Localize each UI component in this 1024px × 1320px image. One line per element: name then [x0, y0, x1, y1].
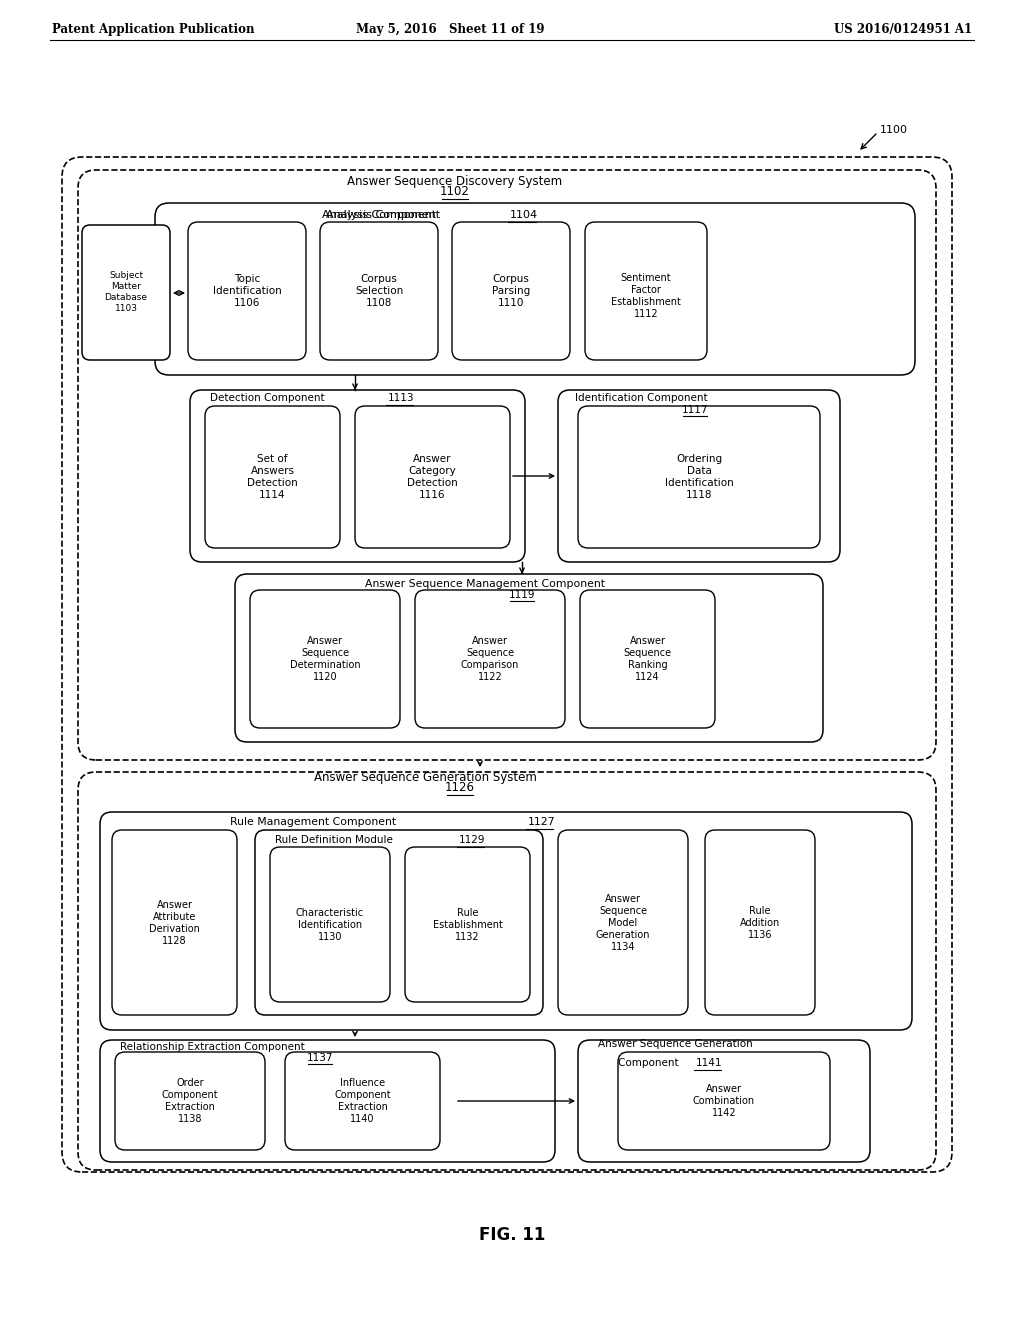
- Text: Answer
Category
Detection
1116: Answer Category Detection 1116: [408, 454, 458, 500]
- Text: 1104: 1104: [510, 210, 539, 220]
- Text: 1113: 1113: [388, 393, 415, 403]
- FancyBboxPatch shape: [234, 574, 823, 742]
- FancyBboxPatch shape: [406, 847, 530, 1002]
- Text: Answer Sequence Management Component: Answer Sequence Management Component: [365, 579, 605, 589]
- Text: US 2016/0124951 A1: US 2016/0124951 A1: [834, 22, 972, 36]
- FancyBboxPatch shape: [705, 830, 815, 1015]
- Text: Rule Management Component: Rule Management Component: [230, 817, 399, 828]
- Text: Sentiment
Factor
Establishment
1112: Sentiment Factor Establishment 1112: [611, 273, 681, 319]
- FancyBboxPatch shape: [82, 224, 170, 360]
- Text: Rule Definition Module: Rule Definition Module: [275, 836, 396, 845]
- FancyBboxPatch shape: [618, 1052, 830, 1150]
- FancyBboxPatch shape: [319, 222, 438, 360]
- FancyBboxPatch shape: [558, 830, 688, 1015]
- Text: 1137: 1137: [307, 1053, 333, 1063]
- Text: Patent Application Publication: Patent Application Publication: [52, 22, 255, 36]
- FancyBboxPatch shape: [112, 830, 237, 1015]
- FancyBboxPatch shape: [190, 389, 525, 562]
- FancyBboxPatch shape: [355, 407, 510, 548]
- Text: Characteristic
Identification
1130: Characteristic Identification 1130: [296, 908, 365, 941]
- FancyBboxPatch shape: [285, 1052, 440, 1150]
- Text: Analysis Component: Analysis Component: [327, 210, 443, 220]
- Text: Rule
Addition
1136: Rule Addition 1136: [740, 906, 780, 940]
- Text: 1129: 1129: [459, 836, 485, 845]
- Text: Influence
Component
Extraction
1140: Influence Component Extraction 1140: [334, 1078, 391, 1125]
- Text: Corpus
Parsing
1110: Corpus Parsing 1110: [492, 275, 530, 308]
- FancyBboxPatch shape: [415, 590, 565, 729]
- FancyBboxPatch shape: [580, 590, 715, 729]
- Text: Answer
Attribute
Derivation
1128: Answer Attribute Derivation 1128: [150, 899, 200, 945]
- FancyBboxPatch shape: [188, 222, 306, 360]
- FancyBboxPatch shape: [78, 170, 936, 760]
- FancyBboxPatch shape: [62, 157, 952, 1172]
- Text: 1126: 1126: [445, 781, 475, 795]
- Text: Answer Sequence Generation System: Answer Sequence Generation System: [313, 771, 537, 784]
- Text: Order
Component
Extraction
1138: Order Component Extraction 1138: [162, 1078, 218, 1125]
- Text: Component: Component: [618, 1059, 682, 1068]
- Text: 1141: 1141: [696, 1059, 723, 1068]
- Text: Rule
Establishment
1132: Rule Establishment 1132: [432, 908, 503, 941]
- FancyBboxPatch shape: [78, 772, 936, 1170]
- Text: Subject
Matter
Database
1103: Subject Matter Database 1103: [104, 272, 147, 313]
- FancyBboxPatch shape: [578, 1040, 870, 1162]
- Text: 1100: 1100: [880, 125, 908, 135]
- Text: Answer
Sequence
Model
Generation
1134: Answer Sequence Model Generation 1134: [596, 894, 650, 952]
- FancyBboxPatch shape: [452, 222, 570, 360]
- Text: 1102: 1102: [440, 185, 470, 198]
- FancyBboxPatch shape: [255, 830, 543, 1015]
- Text: Answer
Combination
1142: Answer Combination 1142: [693, 1084, 755, 1118]
- Text: Set of
Answers
Detection
1114: Set of Answers Detection 1114: [247, 454, 298, 500]
- Text: Identification Component: Identification Component: [575, 393, 708, 403]
- Text: Relationship Extraction Component: Relationship Extraction Component: [120, 1041, 305, 1052]
- FancyBboxPatch shape: [558, 389, 840, 562]
- Text: 1119: 1119: [509, 590, 536, 601]
- FancyBboxPatch shape: [578, 407, 820, 548]
- FancyBboxPatch shape: [205, 407, 340, 548]
- Text: Answer
Sequence
Determination
1120: Answer Sequence Determination 1120: [290, 636, 360, 682]
- FancyBboxPatch shape: [585, 222, 707, 360]
- Text: May 5, 2016   Sheet 11 of 19: May 5, 2016 Sheet 11 of 19: [355, 22, 544, 36]
- Text: 1117: 1117: [682, 405, 709, 414]
- FancyBboxPatch shape: [270, 847, 390, 1002]
- Text: Answer
Sequence
Ranking
1124: Answer Sequence Ranking 1124: [624, 636, 672, 682]
- Text: Ordering
Data
Identification
1118: Ordering Data Identification 1118: [665, 454, 733, 500]
- Text: Answer
Sequence
Comparison
1122: Answer Sequence Comparison 1122: [461, 636, 519, 682]
- FancyBboxPatch shape: [155, 203, 915, 375]
- FancyBboxPatch shape: [100, 812, 912, 1030]
- Text: Detection Component: Detection Component: [210, 393, 328, 403]
- FancyBboxPatch shape: [115, 1052, 265, 1150]
- Text: 1127: 1127: [528, 817, 555, 828]
- FancyBboxPatch shape: [250, 590, 400, 729]
- FancyBboxPatch shape: [100, 1040, 555, 1162]
- Text: Answer Sequence Discovery System: Answer Sequence Discovery System: [347, 176, 562, 189]
- Text: Answer Sequence Generation: Answer Sequence Generation: [598, 1039, 753, 1049]
- Text: Corpus
Selection
1108: Corpus Selection 1108: [355, 275, 403, 308]
- Text: Analysis Component: Analysis Component: [322, 210, 439, 220]
- Text: FIG. 11: FIG. 11: [479, 1226, 545, 1243]
- Text: Topic
Identification
1106: Topic Identification 1106: [213, 275, 282, 308]
